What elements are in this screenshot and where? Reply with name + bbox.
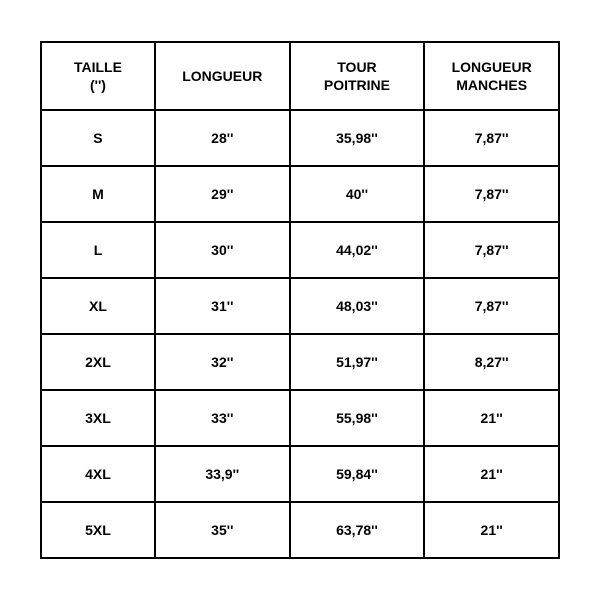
cell-longueur: 31''	[155, 278, 290, 334]
header-text: MANCHES	[456, 77, 527, 93]
table-row: 2XL32''51,97''8,27''	[41, 334, 559, 390]
cell-longueur: 33,9''	[155, 446, 290, 502]
cell-poitrine: 63,78''	[290, 502, 425, 558]
cell-poitrine: 51,97''	[290, 334, 425, 390]
table-row: M29''40''7,87''	[41, 166, 559, 222]
cell-longueur: 28''	[155, 110, 290, 166]
header-text: POITRINE	[324, 77, 390, 93]
col-header-poitrine: TOUR POITRINE	[290, 42, 425, 110]
cell-poitrine: 35,98''	[290, 110, 425, 166]
cell-longueur: 35''	[155, 502, 290, 558]
table-row: 5XL35''63,78''21''	[41, 502, 559, 558]
table-header-row: TAILLE ('') LONGUEUR TOUR POITRINE LONGU…	[41, 42, 559, 110]
cell-poitrine: 55,98''	[290, 390, 425, 446]
cell-longueur: 30''	[155, 222, 290, 278]
cell-longueur: 33''	[155, 390, 290, 446]
cell-longueur: 29''	[155, 166, 290, 222]
cell-manches: 21''	[424, 390, 559, 446]
cell-manches: 7,87''	[424, 222, 559, 278]
cell-manches: 21''	[424, 502, 559, 558]
cell-taille: 2XL	[41, 334, 155, 390]
header-text: TAILLE	[74, 59, 122, 75]
size-chart-table: TAILLE ('') LONGUEUR TOUR POITRINE LONGU…	[40, 41, 560, 559]
cell-taille: S	[41, 110, 155, 166]
col-header-longueur: LONGUEUR	[155, 42, 290, 110]
header-text: LONGUEUR	[452, 59, 532, 75]
table-body: S28''35,98''7,87''M29''40''7,87''L30''44…	[41, 110, 559, 558]
table-row: L30''44,02''7,87''	[41, 222, 559, 278]
header-text: ('')	[90, 77, 106, 93]
cell-taille: M	[41, 166, 155, 222]
cell-manches: 7,87''	[424, 110, 559, 166]
cell-manches: 21''	[424, 446, 559, 502]
cell-taille: 5XL	[41, 502, 155, 558]
cell-poitrine: 40''	[290, 166, 425, 222]
cell-taille: XL	[41, 278, 155, 334]
cell-poitrine: 44,02''	[290, 222, 425, 278]
table-row: S28''35,98''7,87''	[41, 110, 559, 166]
cell-taille: 3XL	[41, 390, 155, 446]
col-header-taille: TAILLE ('')	[41, 42, 155, 110]
cell-longueur: 32''	[155, 334, 290, 390]
cell-poitrine: 48,03''	[290, 278, 425, 334]
header-text: TOUR	[337, 59, 376, 75]
cell-taille: 4XL	[41, 446, 155, 502]
cell-taille: L	[41, 222, 155, 278]
table-row: 4XL33,9''59,84''21''	[41, 446, 559, 502]
col-header-manches: LONGUEUR MANCHES	[424, 42, 559, 110]
table-row: XL31''48,03''7,87''	[41, 278, 559, 334]
header-text: LONGUEUR	[182, 68, 262, 84]
table-row: 3XL33''55,98''21''	[41, 390, 559, 446]
cell-manches: 7,87''	[424, 166, 559, 222]
cell-manches: 8,27''	[424, 334, 559, 390]
cell-manches: 7,87''	[424, 278, 559, 334]
cell-poitrine: 59,84''	[290, 446, 425, 502]
